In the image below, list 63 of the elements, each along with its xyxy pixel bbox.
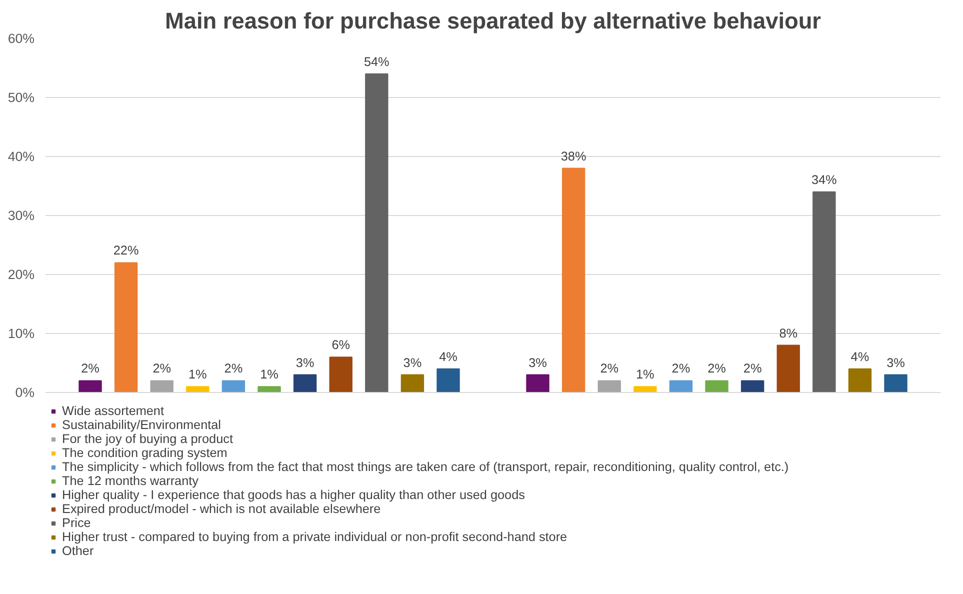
bar: [562, 168, 586, 392]
data-label: 3%: [528, 356, 547, 370]
data-label: 38%: [560, 149, 586, 164]
legend-label: The simplicity - which follows from the fact that most things are taken care of (transport, repair, reconditioning, quality control, etc.): [62, 460, 789, 474]
bar: [776, 344, 800, 392]
chart-title: Main reason for purchase separated by alternative behaviour: [165, 8, 822, 34]
y-tick-label: 50%: [8, 90, 35, 105]
y-tick-label: 60%: [8, 31, 35, 46]
bar: [365, 73, 388, 392]
data-label: 2%: [81, 362, 100, 376]
legend-label: Higher trust - compared to buying from a private individual or non-profit second-hand store: [62, 530, 568, 544]
data-label: 22%: [113, 244, 139, 258]
data-label: 1%: [636, 368, 654, 382]
bar: [258, 386, 281, 392]
legend-label: Wide assortement: [62, 404, 164, 418]
legend-label: Other: [62, 544, 94, 558]
bar: [114, 262, 138, 392]
bar: [78, 380, 102, 392]
bar: [884, 374, 908, 392]
bar: [598, 380, 621, 392]
bar: [222, 380, 246, 392]
legend-label: Expired product/model - which is not available elsewhere: [62, 502, 381, 516]
bar: [293, 374, 317, 392]
bar: [150, 380, 174, 392]
y-tick-label: 30%: [8, 208, 35, 223]
bar: [812, 191, 836, 392]
bar: [634, 386, 657, 392]
data-label: 3%: [296, 356, 314, 370]
legend-label: The 12 months warranty: [62, 474, 198, 488]
data-label: 34%: [811, 172, 837, 187]
bar: [669, 380, 693, 392]
bar: [705, 380, 728, 392]
y-tick-label: 0%: [15, 385, 35, 400]
y-tick-label: 40%: [8, 149, 35, 164]
legend-label: The condition grading system: [62, 446, 228, 460]
y-tick-label: 20%: [8, 267, 35, 282]
data-label: 3%: [403, 356, 422, 370]
legend-label: Sustainability/Environmental: [62, 418, 221, 432]
bar: [186, 386, 210, 392]
bar: [436, 368, 460, 392]
y-tick-label: 10%: [8, 326, 35, 341]
data-label: 2%: [672, 362, 690, 376]
legend-label: Higher quality - I experience that goods has a higher quality than other used goods: [62, 488, 525, 502]
data-label: 54%: [364, 54, 390, 69]
legend-label: Price: [62, 516, 91, 530]
data-label: 8%: [779, 326, 798, 340]
data-label: 2%: [708, 362, 726, 376]
data-label: 2%: [152, 362, 171, 376]
legend-label: For the joy of buying a product: [62, 432, 233, 446]
data-label: 3%: [886, 356, 905, 370]
bar: [848, 368, 872, 392]
data-label: 1%: [260, 368, 278, 382]
bar: [740, 380, 764, 392]
data-label: 2%: [600, 362, 618, 376]
data-label: 4%: [439, 350, 458, 364]
bar: [400, 374, 424, 392]
data-label: 6%: [332, 338, 350, 352]
bar: [526, 374, 550, 392]
data-label: 1%: [188, 368, 207, 382]
data-label: 4%: [850, 350, 870, 364]
data-label: 2%: [743, 362, 762, 376]
bar: [329, 356, 352, 392]
data-label: 2%: [224, 362, 243, 376]
